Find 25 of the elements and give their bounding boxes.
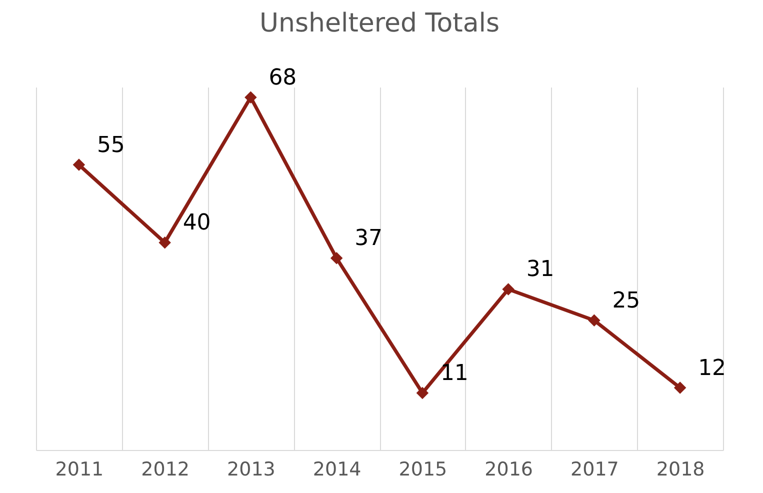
x-tick-label: 2014 [312, 458, 362, 480]
point [416, 386, 429, 400]
data-label: 11 [440, 360, 468, 386]
point [72, 158, 86, 171]
x-tick-label: 2015 [398, 458, 448, 480]
point [158, 236, 171, 249]
x-tick-label: 2016 [484, 458, 533, 480]
x-tick-label: 2017 [570, 458, 619, 480]
data-label: 37 [354, 226, 383, 252]
data-label: 68 [268, 65, 297, 90]
data-label: 25 [612, 288, 640, 314]
point [244, 91, 257, 104]
data-label: 55 [96, 132, 125, 158]
data-label: 31 [526, 257, 554, 282]
x-tick-label: 2011 [55, 458, 104, 480]
point [330, 252, 343, 264]
x-tick-label: 2013 [227, 458, 276, 480]
chart-title: Unsheltered Totals [259, 8, 500, 38]
x-tick-label: 2012 [141, 458, 190, 480]
data-label: 12 [698, 356, 726, 381]
x-tick-label: 2018 [656, 458, 705, 480]
data-label: 40 [182, 210, 211, 236]
point [674, 382, 686, 394]
point [588, 314, 600, 326]
point [502, 283, 514, 296]
